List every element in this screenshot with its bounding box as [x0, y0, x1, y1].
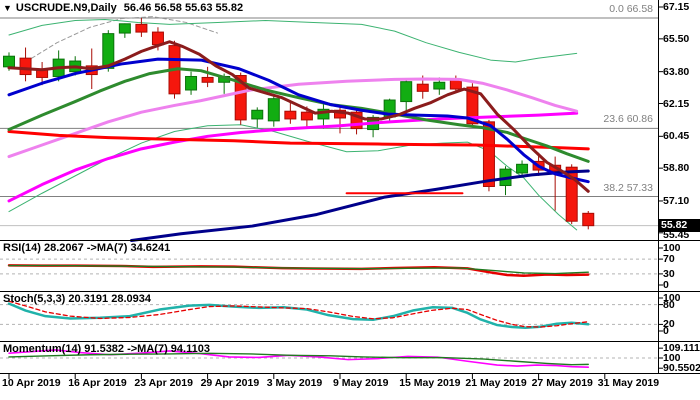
x-axis-label: 3 May 2019 — [266, 377, 323, 389]
x-axis-label: 27 May 2019 — [531, 377, 593, 389]
rsi-scale-label: 0 — [663, 279, 669, 291]
fib-level-label: 0.0 66.58 — [609, 3, 653, 15]
y-axis-label: 67.15 — [663, 1, 690, 13]
y-axis-label: 58.80 — [663, 162, 690, 175]
x-axis-label: 9 May 2019 — [333, 377, 389, 389]
rsi-scale-label: 100 — [663, 242, 681, 254]
x-axis-label: 16 Apr 2019 — [68, 377, 127, 389]
ma-maroon — [7, 40, 590, 193]
candle-body — [3, 55, 15, 68]
candle-body — [267, 98, 280, 122]
x-axis-label: 31 May 2019 — [597, 377, 660, 389]
candle-body — [516, 163, 529, 174]
candle-body — [102, 33, 115, 69]
candle-body — [433, 81, 446, 90]
y-axis-label: 62.15 — [663, 97, 690, 110]
ma-violet — [7, 77, 579, 159]
stoch-scale-label: 0 — [663, 325, 669, 337]
band-upper-green — [8, 19, 578, 63]
candle-body — [185, 75, 198, 91]
y-axis-label: 60.45 — [663, 130, 690, 143]
rsi-ma-line — [8, 264, 589, 275]
stoch-scale-label: 100 — [663, 292, 681, 304]
x-axis-label: 15 May 2019 — [399, 377, 461, 389]
ma-navy-200 — [129, 169, 590, 243]
momentum-scale-label: 90.5502 — [663, 362, 700, 375]
candle-body — [466, 86, 479, 125]
current-price-badge: 55.82 — [659, 219, 700, 233]
y-axis-label: 63.80 — [663, 65, 690, 78]
rsi-indicator-label: RSI(14) 28.2067 ->MA(7) 34.6241 — [3, 242, 171, 254]
band-dashed-gray — [25, 16, 219, 63]
x-axis-label: 21 May 2019 — [465, 377, 527, 389]
candle-body — [582, 212, 595, 227]
stoch-indicator-label: Stoch(5,3,3) 20.3191 28.0934 — [3, 293, 151, 305]
candle-body — [416, 83, 429, 92]
candle-body — [201, 76, 214, 83]
candle-body — [565, 166, 578, 222]
momentum-ma-line — [8, 352, 589, 366]
stoch-k-line — [7, 302, 590, 329]
band-lower-green — [8, 124, 578, 231]
stoch-d-line — [8, 300, 589, 328]
candle-body — [19, 57, 32, 76]
candle-body — [234, 75, 247, 121]
x-axis-label: 10 Apr 2019 — [2, 377, 61, 389]
fib-level-label: 38.2 57.33 — [603, 181, 653, 194]
y-axis-label: 55.45 — [663, 229, 690, 241]
candle-body — [400, 81, 413, 103]
x-axis-label: 29 Apr 2019 — [200, 377, 260, 389]
stoch-scale-label: 20 — [663, 318, 675, 331]
ma-magenta — [7, 111, 579, 203]
symbol-title-bar: ▼ USCRUDE.N9,Daily 56.46 56.58 55.63 55.82 — [3, 2, 243, 14]
candle-body — [135, 23, 148, 33]
candle-body — [284, 110, 297, 120]
y-axis-label: 57.10 — [663, 194, 690, 207]
candle-body — [118, 23, 131, 34]
ohlc-values: 56.46 56.58 55.63 55.82 — [123, 2, 244, 14]
rsi-scale-label: 70 — [663, 253, 675, 266]
stoch-scale-label: 80 — [663, 298, 675, 311]
y-axis-label: 65.50 — [663, 32, 690, 45]
candle-body — [350, 111, 363, 130]
symbol-dropdown-icon[interactable]: ▼ — [3, 3, 12, 13]
candle-body — [300, 111, 313, 121]
x-axis-label: 23 Apr 2019 — [134, 377, 193, 389]
fib-level-label: 23.6 60.86 — [603, 113, 653, 126]
momentum-scale-label: 100 — [663, 352, 681, 364]
rsi-scale-label: 30 — [663, 267, 675, 280]
candle-body — [251, 109, 264, 120]
symbol-name: USCRUDE.N9,Daily — [15, 2, 117, 14]
momentum-indicator-label: Momentum(14) 91.5382 ->MA(7) 94.1103 — [3, 343, 210, 355]
ma-blue — [7, 57, 590, 184]
candle-body — [482, 121, 495, 187]
